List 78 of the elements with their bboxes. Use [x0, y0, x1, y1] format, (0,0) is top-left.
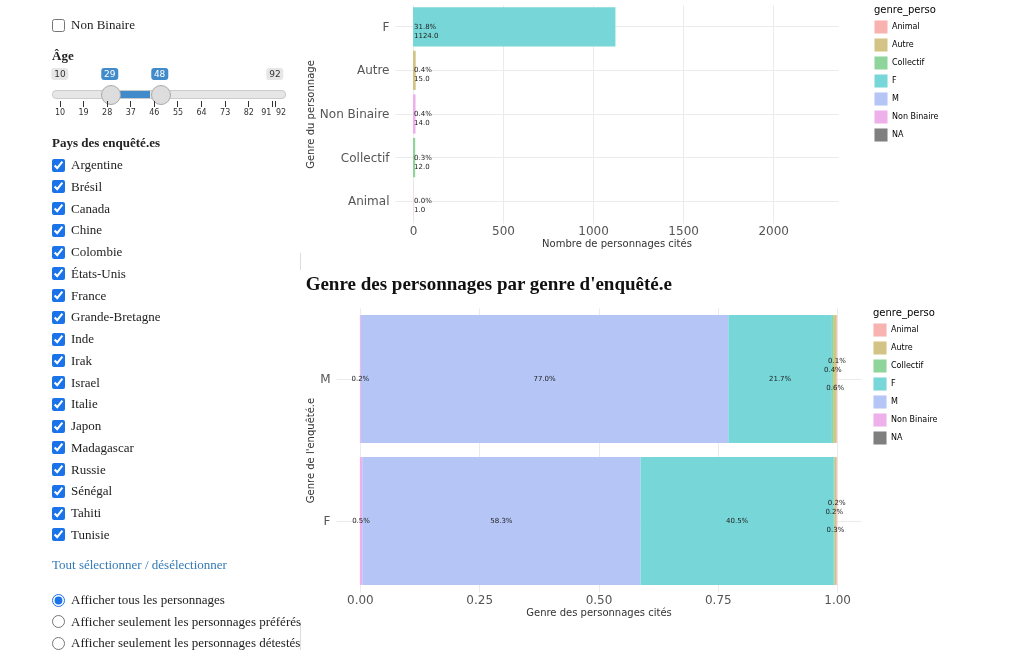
legend-label: Collectif: [891, 361, 924, 370]
text: Madagascar: [71, 439, 134, 456]
legend-label: M: [891, 397, 898, 406]
y-axis-title: Genre du personnage: [304, 60, 316, 169]
y-tick-label: F: [382, 19, 390, 34]
text: Afficher seulement les personnages préférés: [71, 613, 302, 630]
text: Non Binaire: [71, 17, 135, 33]
x-tick-label: 2000: [758, 223, 789, 238]
text: Grande-Bretagne: [71, 309, 161, 326]
y-tick-label: Collectif: [340, 150, 391, 165]
text: 82: [243, 108, 254, 117]
chart-title: Genre des personnages par genre d'enquêté.e: [305, 273, 672, 294]
legend-label: Animal: [892, 22, 920, 31]
x-tick-label: 500: [492, 223, 515, 238]
text: 46: [149, 108, 160, 117]
legend-title: genre_perso: [874, 4, 936, 16]
text: 73: [220, 108, 231, 117]
y-tick-label: F: [323, 514, 331, 528]
legend-label: NA: [892, 130, 904, 139]
y-axis-title: Genre de l'enquêté.e: [305, 397, 317, 504]
text: 64: [196, 108, 207, 117]
legend-label: NA: [891, 433, 903, 442]
x-tick-label: 0: [409, 223, 418, 238]
text: États-Unis: [71, 265, 126, 282]
text: Japon: [71, 418, 102, 434]
text: Russie: [71, 461, 106, 478]
text: Sénégal: [71, 483, 113, 500]
y-tick-label: M: [320, 372, 331, 386]
legend-label: Autre: [892, 40, 914, 49]
text: 55: [172, 108, 184, 117]
text: 10: [51, 68, 69, 80]
legend-label: Non Binaire: [891, 415, 938, 424]
x-tick-label: 1.00: [824, 592, 851, 607]
x-tick-label: 1000: [578, 223, 609, 238]
text: Âge: [52, 48, 74, 64]
text: Inde: [71, 331, 95, 347]
text: Canada: [71, 200, 110, 217]
text: Tout sélectionner / désélectionner: [52, 557, 227, 573]
legend-title: genre_perso: [873, 307, 935, 319]
text: Italie: [71, 396, 98, 413]
text: Tunisie: [71, 526, 110, 543]
x-axis-title: Nombre de personnages cités: [542, 237, 692, 249]
text: 19: [78, 108, 89, 117]
text: Brésil: [71, 178, 103, 195]
x-tick-label: 0.50: [585, 592, 613, 607]
text: France: [71, 287, 107, 304]
text: 29: [101, 68, 119, 80]
text: Afficher seulement les personnages détestés: [71, 635, 301, 650]
text: 48: [150, 68, 169, 80]
y-tick-label: Animal: [347, 194, 390, 209]
legend-label: Collectif: [892, 58, 925, 67]
legend-label: Autre: [891, 343, 913, 352]
x-tick-label: 0.25: [466, 592, 494, 607]
text: 92: [275, 108, 287, 117]
y-tick-label: Autre: [356, 63, 390, 78]
text: Pays des enquêté.es: [52, 135, 160, 151]
text: Colombie: [71, 244, 123, 260]
text: 92: [266, 68, 284, 80]
text: 28: [102, 108, 113, 117]
legend-label: Non Binaire: [892, 112, 939, 121]
text: 91: [261, 108, 272, 117]
x-tick-label: 0.00: [347, 592, 374, 607]
text: Argentine: [71, 157, 123, 173]
y-tick-label: Non Binaire: [319, 107, 390, 121]
legend-label: Animal: [891, 325, 919, 334]
legend-label: M: [892, 94, 899, 103]
text: 37: [125, 108, 136, 117]
text: 10: [54, 108, 66, 117]
legend-label: F: [891, 379, 896, 388]
text: Tahiti: [71, 505, 102, 521]
x-tick-label: 0.75: [704, 592, 732, 607]
x-axis-title: Genre des personnages cités: [526, 606, 672, 618]
text: Afficher tous les personnages: [71, 592, 225, 608]
text: Irak: [71, 352, 92, 369]
text: Israel: [71, 374, 100, 391]
legend-label: F: [892, 76, 897, 85]
text: Chine: [71, 222, 103, 239]
x-tick-label: 1500: [668, 223, 699, 238]
